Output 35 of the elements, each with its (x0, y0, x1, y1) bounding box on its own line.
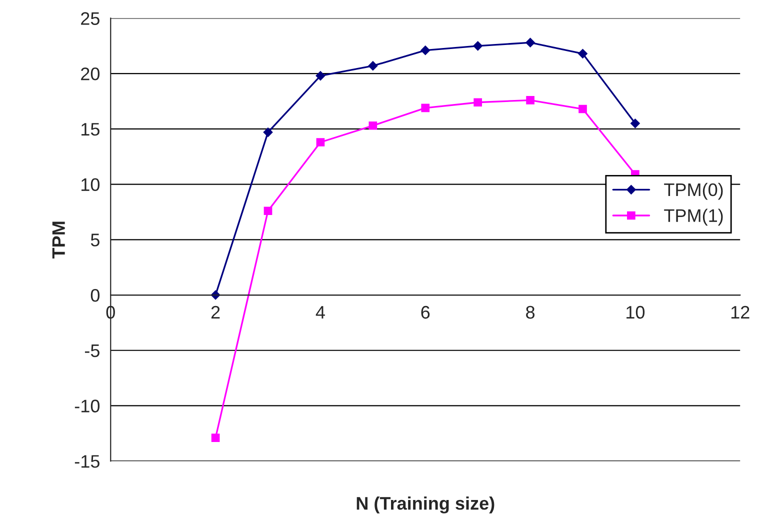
x-tick-label: 12 (731, 306, 750, 319)
x-tick-label: 8 (526, 306, 535, 319)
y-tick-label: -15 (74, 455, 100, 468)
point (368, 61, 378, 70)
y-tick-label: 5 (90, 234, 100, 246)
point (368, 121, 378, 130)
point (526, 38, 535, 48)
legend-label: TPM(0) (664, 182, 723, 200)
point (316, 138, 325, 146)
x-tick-label: 2 (211, 306, 220, 319)
y-tick-label: 15 (82, 123, 100, 136)
x-tick-label: 10 (626, 306, 645, 319)
point (211, 434, 220, 442)
y-tick-label: 10 (82, 178, 100, 192)
point (263, 128, 273, 137)
point (526, 96, 534, 104)
x-tick-label: 4 (316, 306, 325, 319)
y-tick-label: 25 (81, 12, 100, 25)
point (264, 206, 272, 216)
point (420, 46, 430, 55)
point (578, 104, 587, 114)
y-tick-label: 0 (90, 288, 100, 302)
y-tick-label: 20 (81, 68, 100, 80)
legend-label: TPM(1) (664, 208, 723, 226)
x-axis-title: N (Training size) (356, 496, 494, 514)
y-axis-title: TPM (52, 222, 65, 259)
point (473, 41, 482, 51)
point (316, 71, 326, 80)
y-tick-label: -5 (84, 344, 100, 358)
y-tick-label: -10 (74, 400, 100, 412)
point (630, 118, 640, 128)
point (474, 98, 482, 107)
x-tick-label: 6 (421, 306, 430, 319)
point (421, 104, 430, 112)
point (578, 49, 588, 58)
